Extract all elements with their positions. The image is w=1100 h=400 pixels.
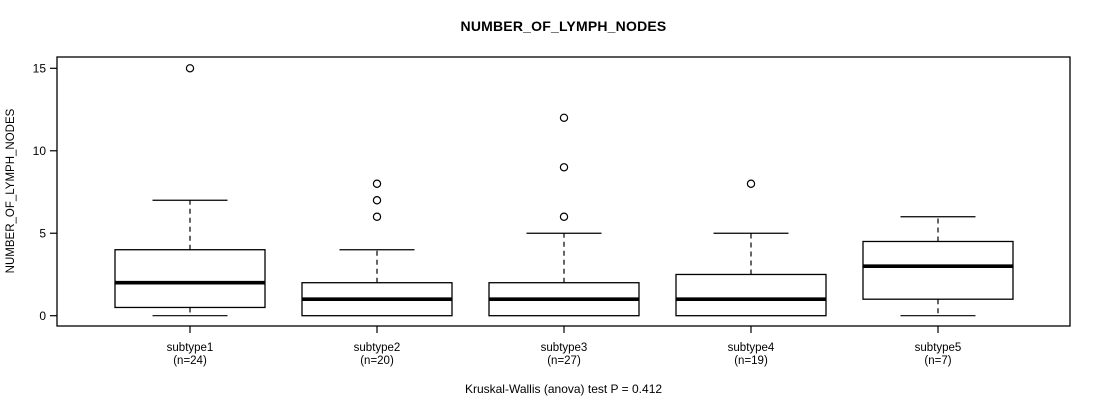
x-group-n-label: (n=19): [734, 355, 768, 367]
box-group-subtype5: subtype5(n=7): [862, 216, 1014, 367]
y-tick-label: 0: [39, 309, 46, 323]
x-group-n-label: (n=20): [360, 355, 394, 367]
box-group-subtype2: subtype2(n=20): [301, 179, 453, 367]
x-group-label: subtype2: [354, 342, 401, 354]
x-group-n-label: (n=7): [924, 355, 951, 367]
x-group-label: subtype5: [915, 342, 962, 354]
outlier-point: [559, 113, 569, 122]
outlier-point: [185, 64, 195, 73]
outlier-point: [559, 212, 569, 221]
outlier-point: [372, 179, 382, 188]
box-group-subtype3: subtype3(n=27): [488, 113, 640, 367]
y-tick-label: 15: [33, 62, 47, 76]
y-axis: 0 5 10 15: [33, 62, 57, 323]
box-group-subtype4: subtype4(n=19): [675, 179, 827, 367]
x-group-label: subtype1: [167, 342, 214, 354]
x-group-label: subtype4: [728, 342, 775, 354]
chart-title: NUMBER_OF_LYMPH_NODES: [460, 18, 667, 34]
x-group-label: subtype3: [541, 342, 588, 354]
outlier-point: [746, 179, 756, 188]
outlier-point: [559, 163, 569, 172]
kruskal-wallis-annotation: Kruskal-Wallis (anova) test P = 0.412: [464, 382, 663, 396]
box-group-subtype1: subtype1(n=24): [114, 64, 266, 367]
outlier-point: [372, 212, 382, 221]
y-tick-label: 5: [39, 226, 46, 240]
iqr-box: [675, 273, 827, 317]
x-group-n-label: (n=27): [547, 355, 581, 367]
x-group-n-label: (n=24): [173, 355, 207, 367]
iqr-box: [114, 249, 266, 309]
outlier-point: [372, 196, 382, 205]
y-tick-label: 10: [33, 144, 47, 158]
iqr-box: [862, 240, 1014, 300]
